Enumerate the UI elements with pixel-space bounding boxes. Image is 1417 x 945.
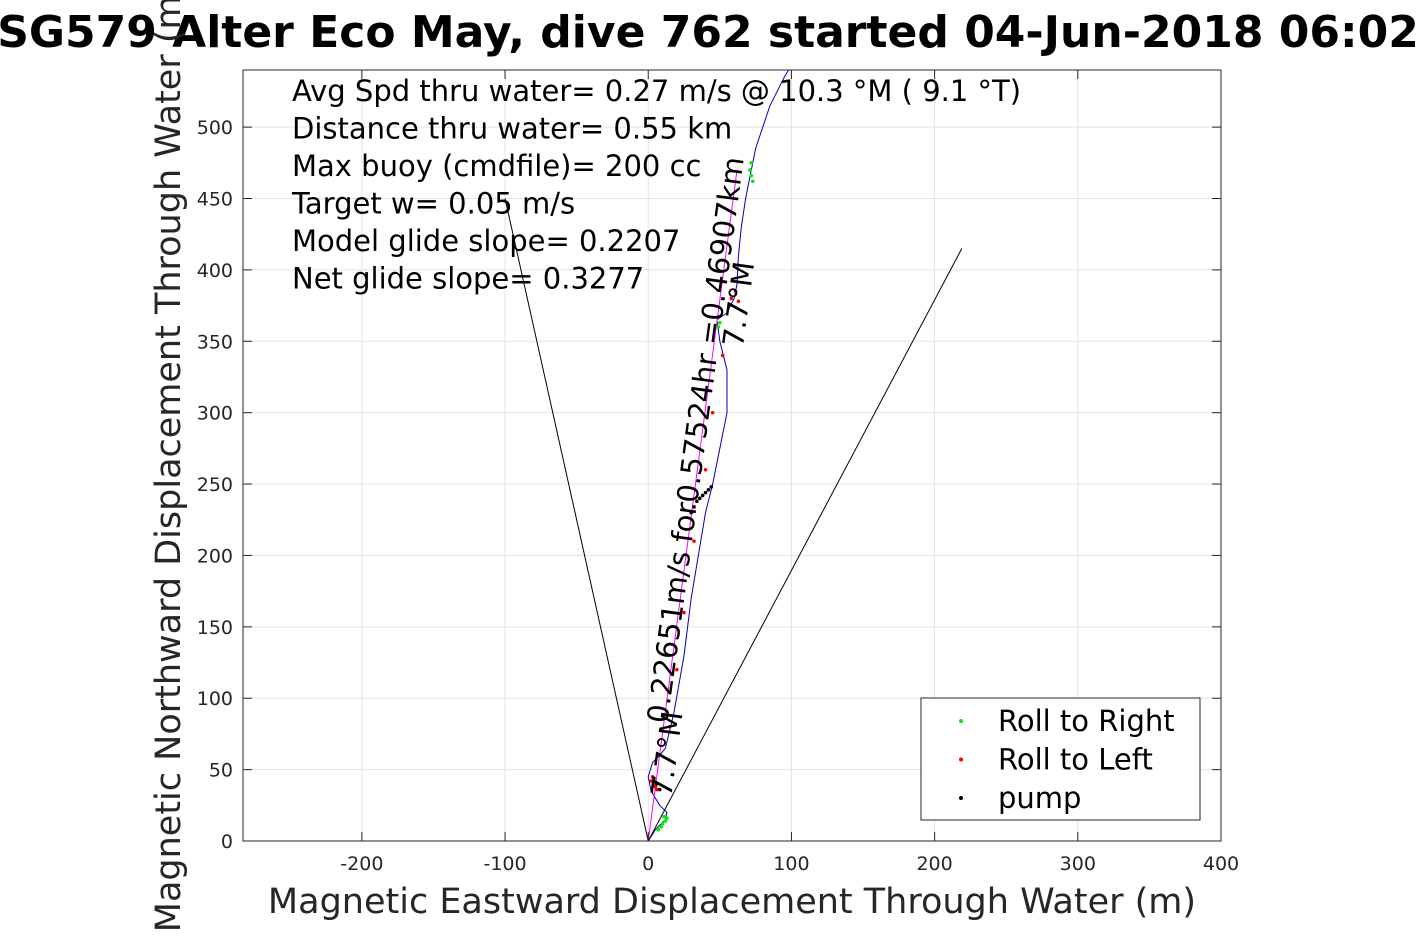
data-point-roll-to-left (733, 289, 738, 294)
y-tick-label: 450 (197, 189, 233, 211)
data-point-roll-to-right (716, 325, 721, 329)
series-line-glide-cone-left (504, 198, 649, 841)
annotations: Avg Spd thru water= 0.27 m/s @ 10.3 °M (… (291, 74, 1021, 296)
annotation-line: Model glide slope= 0.2207 (292, 224, 680, 258)
data-point-roll-to-left (675, 667, 679, 672)
y-tick-label: 250 (197, 474, 233, 496)
data-point-pump (655, 782, 659, 786)
data-point-roll-to-right (663, 819, 668, 823)
y-axis-label: Magnetic Northward Displacement Through … (149, 0, 189, 932)
ticks (243, 70, 1222, 842)
x-tick-label: 400 (1203, 853, 1239, 875)
x-tick-label: -100 (483, 853, 526, 875)
data-point-roll-to-right (660, 822, 665, 826)
data-point-pump (700, 493, 705, 498)
series-line-heading-line (647, 169, 738, 841)
y-tick-label: 350 (197, 331, 233, 353)
y-tick-label: 200 (197, 545, 233, 567)
annotation-line: Net glide slope= 0.3277 (292, 262, 644, 296)
data-point-roll-to-left (649, 779, 653, 783)
y-tick-label: 0 (221, 831, 233, 853)
x-tick-labels: -200 -100 0 100 200 300 400 (340, 853, 1239, 875)
legend-marker (959, 719, 963, 723)
annotation-line: Distance thru water= 0.55 km (292, 112, 732, 146)
legend-entry: Roll to Left (998, 743, 1153, 777)
data-point-roll-to-right (659, 824, 663, 829)
data-point-pump (709, 485, 714, 489)
x-tick-label: 100 (773, 853, 809, 875)
data-point-pump (657, 787, 662, 792)
legend-marker (959, 796, 963, 800)
x-tick-label: 0 (642, 853, 654, 875)
data-point-roll-to-right (749, 173, 754, 178)
y-tick-label: 50 (209, 760, 233, 782)
x-tick-label: 300 (1060, 853, 1096, 875)
data-point-roll-to-right (656, 827, 661, 832)
data-point-roll-to-left (682, 610, 686, 615)
data-point-roll-to-right (750, 179, 755, 184)
chart-title: SG579 Alter Eco May, dive 762 started 04… (0, 7, 1417, 58)
data-point-roll-to-left (736, 299, 741, 304)
legend-box (920, 697, 1201, 821)
series-layer (504, 70, 963, 841)
series-line-track (647, 70, 790, 841)
data-point-roll-to-right (718, 320, 722, 325)
y-tick-label: 150 (197, 617, 233, 639)
y-tick-label: 100 (197, 688, 233, 710)
data-point-roll-to-left (729, 296, 734, 301)
data-point-roll-to-left (720, 353, 725, 358)
markers-layer (649, 161, 755, 832)
data-point-roll-to-left (692, 539, 696, 543)
data-point-roll-to-right (665, 816, 669, 820)
plot-frame (242, 69, 1222, 842)
y-tick-labels: 0 50 100 150 200 250 300 350 400 450 500 (197, 117, 233, 853)
data-point-roll-to-right (748, 168, 752, 172)
legend-marker (959, 757, 963, 762)
y-tick-label: 400 (197, 260, 233, 282)
data-point-roll-to-left (652, 782, 656, 786)
data-point-roll-to-left (667, 724, 672, 729)
x-tick-label: -200 (340, 853, 383, 875)
data-point-roll-to-right (662, 814, 666, 819)
data-point-roll-to-left (710, 410, 715, 415)
y-tick-label: 300 (197, 403, 233, 425)
legend: Roll to Right Roll to Left pump (920, 697, 1201, 821)
legend-entry: Roll to Right (998, 704, 1175, 738)
series-line-glide-cone-right (647, 248, 963, 841)
data-point-pump (689, 510, 693, 515)
y-tick-label: 500 (197, 117, 233, 139)
legend-entry: pump (998, 781, 1081, 815)
data-point-roll-to-right (749, 161, 754, 165)
data-point-pump (692, 505, 696, 509)
data-point-roll-to-left (653, 784, 658, 789)
data-point-pump (697, 496, 702, 501)
annotation-line: Target w= 0.05 m/s (291, 187, 575, 221)
annotation-line: Avg Spd thru water= 0.27 m/s @ 10.3 °M (… (292, 74, 1021, 108)
x-axis-label: Magnetic Eastward Displacement Through W… (268, 882, 1196, 922)
data-point-pump (706, 487, 711, 492)
x-tick-label: 200 (916, 853, 952, 875)
data-point-pump (652, 776, 656, 780)
data-point-roll-to-left (703, 467, 708, 472)
data-point-pump (695, 499, 699, 503)
data-point-roll-to-left (655, 787, 659, 792)
annotation-line: Max buoy (cmdfile)= 200 cc (292, 149, 701, 183)
data-point-pump (703, 490, 708, 495)
